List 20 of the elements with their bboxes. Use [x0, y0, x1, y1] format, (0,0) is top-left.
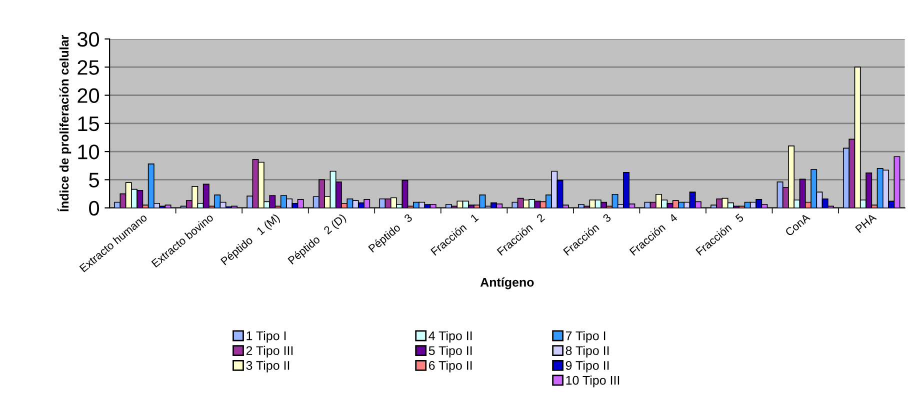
legend-label: 1 Tipo I: [246, 331, 286, 343]
y-axis-title: Índice de proliferación celular: [57, 35, 72, 212]
legend-label: 5 Tipo II: [428, 346, 472, 358]
y-tick-label: 10: [78, 144, 100, 160]
y-tick-label: 30: [77, 32, 100, 47]
y-tick-label: 15: [78, 116, 99, 132]
legend-label: 7 Tipo I: [566, 331, 606, 343]
x-tick-label: PHA: [855, 213, 877, 233]
legend-label: 9 Tipo II: [566, 360, 609, 372]
legend-label: 3 Tipo II: [246, 360, 290, 372]
legend-label: 2 Tipo III: [246, 346, 293, 358]
x-axis-title: Antígeno: [480, 277, 534, 290]
legend-label: 4 Tipo II: [428, 331, 472, 343]
y-tick-label: 5: [89, 172, 99, 188]
y-tick-label: 20: [78, 88, 100, 104]
y-tick-label: 0: [89, 200, 100, 216]
legend-label: 6 Tipo II: [428, 360, 472, 372]
y-tick-label: 25: [78, 60, 99, 75]
legend-label: 8 Tipo II: [566, 346, 609, 358]
legend-label: 10 Tipo III: [566, 376, 620, 388]
